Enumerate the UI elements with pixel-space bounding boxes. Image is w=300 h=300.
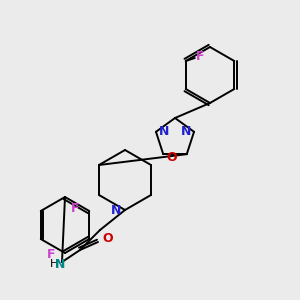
Text: N: N [159, 125, 169, 138]
Text: N: N [111, 203, 121, 217]
Text: F: F [196, 50, 204, 62]
Text: O: O [166, 151, 177, 164]
Text: N: N [55, 257, 65, 271]
Text: H: H [50, 259, 58, 269]
Text: F: F [71, 202, 80, 215]
Text: N: N [181, 125, 191, 138]
Text: F: F [47, 248, 55, 262]
Text: O: O [103, 232, 113, 244]
